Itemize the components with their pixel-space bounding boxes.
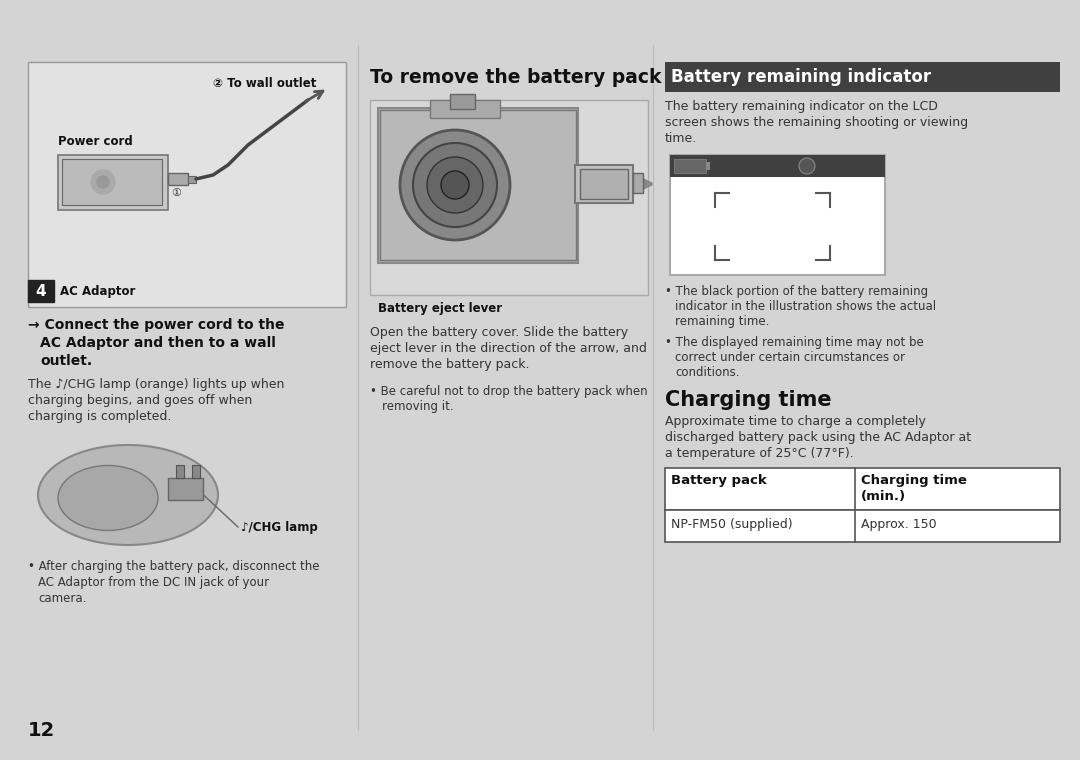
Text: camera.: camera. — [38, 592, 86, 605]
Bar — [706, 162, 710, 170]
Text: Approximate time to charge a completely: Approximate time to charge a completely — [665, 415, 926, 428]
Circle shape — [427, 157, 483, 213]
Text: Approx. 150: Approx. 150 — [861, 518, 936, 531]
Text: discharged battery pack using the AC Adaptor at: discharged battery pack using the AC Ada… — [665, 431, 971, 444]
Text: Battery pack: Battery pack — [671, 474, 767, 487]
Text: screen shows the remaining shooting or viewing: screen shows the remaining shooting or v… — [665, 116, 968, 129]
Text: remove the battery pack.: remove the battery pack. — [370, 358, 529, 371]
Bar — [28, 280, 54, 302]
Bar — [176, 465, 184, 478]
Text: time.: time. — [665, 132, 698, 145]
Text: remaining time.: remaining time. — [675, 315, 769, 328]
Text: removing it.: removing it. — [382, 400, 454, 413]
Text: charging is completed.: charging is completed. — [28, 410, 172, 423]
Bar — [430, 100, 500, 118]
Text: conditions.: conditions. — [675, 366, 740, 379]
Circle shape — [413, 143, 497, 227]
Text: Power cord: Power cord — [58, 135, 133, 148]
Text: indicator in the illustration shows the actual: indicator in the illustration shows the … — [675, 300, 936, 313]
Text: (min.): (min.) — [861, 490, 906, 503]
Circle shape — [91, 170, 114, 194]
Bar — [380, 110, 576, 260]
Text: outlet.: outlet. — [40, 354, 92, 368]
Bar — [58, 155, 168, 210]
Bar — [665, 468, 1059, 510]
Text: eject lever in the direction of the arrow, and: eject lever in the direction of the arro… — [370, 342, 647, 355]
Text: 60min: 60min — [676, 162, 707, 170]
Bar — [575, 165, 633, 203]
Bar — [674, 159, 706, 173]
Bar — [370, 100, 648, 295]
Text: correct under certain circumstances or: correct under certain circumstances or — [675, 351, 905, 364]
Text: To remove the battery pack: To remove the battery pack — [370, 68, 661, 87]
Text: • After charging the battery pack, disconnect the: • After charging the battery pack, disco… — [28, 560, 320, 573]
Text: ♪/CHG lamp: ♪/CHG lamp — [241, 521, 318, 534]
Text: The battery remaining indicator on the LCD: The battery remaining indicator on the L… — [665, 100, 937, 113]
Text: ▶101: ▶101 — [758, 162, 782, 170]
Text: The ♪/CHG lamp (orange) lights up when: The ♪/CHG lamp (orange) lights up when — [28, 378, 284, 391]
Bar — [28, 62, 346, 307]
Text: Charging time: Charging time — [665, 390, 832, 410]
Bar — [168, 478, 203, 500]
Text: a temperature of 25°C (77°F).: a temperature of 25°C (77°F). — [665, 447, 854, 460]
Text: AC Adaptor from the DC IN jack of your: AC Adaptor from the DC IN jack of your — [38, 576, 269, 589]
Circle shape — [799, 158, 815, 174]
Text: Open the battery cover. Slide the battery: Open the battery cover. Slide the batter… — [370, 326, 629, 339]
Bar — [378, 108, 578, 263]
Text: M AF: M AF — [818, 168, 837, 177]
Circle shape — [400, 130, 510, 240]
Text: Battery eject lever: Battery eject lever — [378, 302, 502, 315]
Text: NP-FM50 (supplied): NP-FM50 (supplied) — [671, 518, 793, 531]
Circle shape — [97, 176, 109, 188]
Text: charging begins, and goes off when: charging begins, and goes off when — [28, 394, 253, 407]
Text: AC Adaptor: AC Adaptor — [60, 284, 135, 297]
Text: Charging time: Charging time — [861, 474, 967, 487]
Circle shape — [441, 171, 469, 199]
Text: 4: 4 — [36, 283, 46, 299]
Bar — [670, 155, 885, 177]
Text: ② To wall outlet: ② To wall outlet — [213, 77, 316, 90]
Bar — [670, 155, 885, 275]
Bar — [580, 169, 627, 199]
Text: • The displayed remaining time may not be: • The displayed remaining time may not b… — [665, 336, 923, 349]
Bar — [192, 465, 200, 478]
Ellipse shape — [38, 445, 218, 545]
Text: ①: ① — [171, 188, 181, 198]
Text: 3.1M: 3.1M — [718, 162, 740, 170]
Bar — [665, 62, 1059, 92]
Bar — [62, 159, 162, 205]
Text: • The black portion of the battery remaining: • The black portion of the battery remai… — [665, 285, 928, 298]
Bar — [188, 176, 195, 183]
Bar — [450, 94, 475, 109]
Bar — [168, 173, 188, 185]
Text: Battery remaining indicator: Battery remaining indicator — [671, 68, 931, 86]
Text: • Be careful not to drop the battery pack when: • Be careful not to drop the battery pac… — [370, 385, 648, 398]
Ellipse shape — [58, 465, 158, 530]
Text: 4: 4 — [818, 161, 823, 170]
Bar — [633, 173, 643, 193]
Text: → Connect the power cord to the: → Connect the power cord to the — [28, 318, 284, 332]
Text: 12: 12 — [28, 721, 55, 740]
Text: AC Adaptor and then to a wall: AC Adaptor and then to a wall — [40, 336, 275, 350]
Bar — [665, 510, 1059, 542]
